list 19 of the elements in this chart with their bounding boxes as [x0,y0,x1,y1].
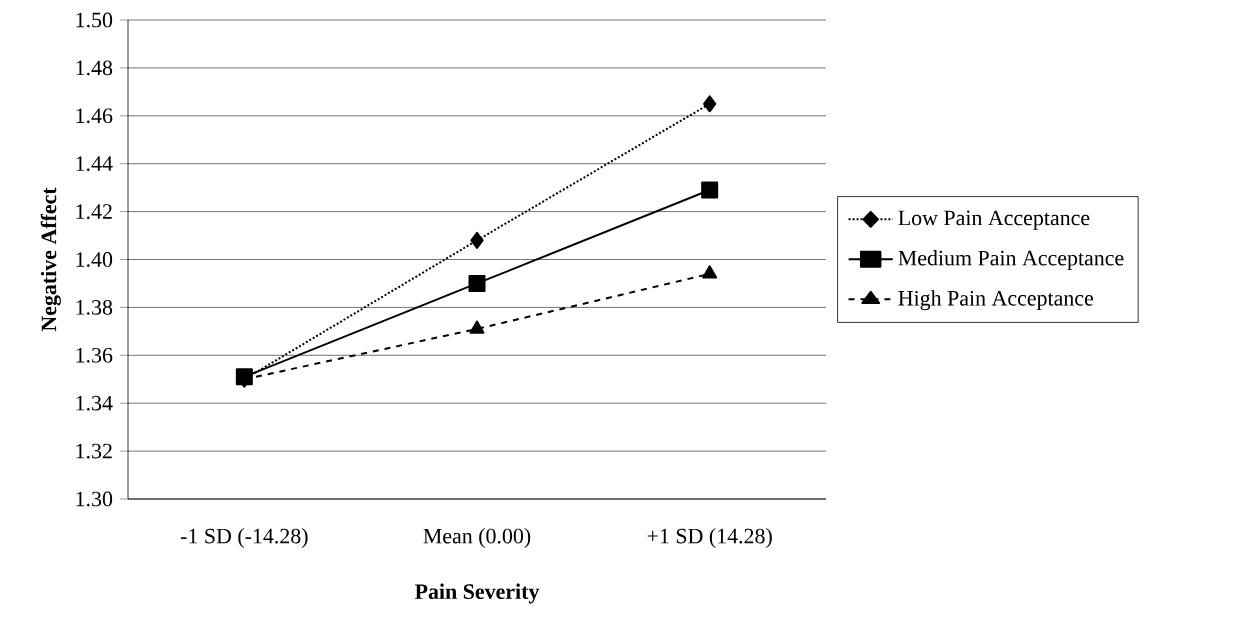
y-tick-label: 1.44 [76,156,113,172]
y-tick-label: 1.36 [76,347,113,363]
y-tick-label: 1.46 [76,108,113,124]
x-tick-label: Mean (0.00) [423,528,531,548]
y-tick-label: 1.30 [76,491,113,507]
y-tick-label: 1.32 [76,443,112,459]
legend-label: Medium Pain Acceptance [898,250,1124,270]
x-axis-title: Pain Severity [414,583,540,604]
y-axis-title: Negative Affect [40,187,61,332]
legend-label: High Pain Acceptance [898,290,1094,311]
legend-label: Low Pain Acceptance [898,210,1090,230]
x-tick-label: +1 SD (14.28) [647,528,772,548]
y-tick-label: 1.42 [76,204,112,220]
y-tick-label: 1.50 [76,12,113,28]
y-tick-label: 1.48 [76,60,113,76]
y-tick-label: 1.34 [76,395,113,411]
y-tick-label: 1.40 [76,252,113,267]
y-tick-label: 1.38 [76,299,113,315]
x-tick-label: -1 SD (-14.28) [180,528,308,548]
